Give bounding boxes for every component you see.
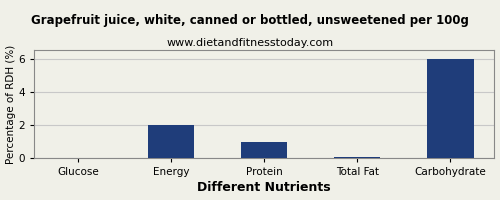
Bar [334, 157, 380, 158]
Text: Grapefruit juice, white, canned or bottled, unsweetened per 100g: Grapefruit juice, white, canned or bottl… [31, 14, 469, 27]
X-axis label: Different Nutrients: Different Nutrients [198, 181, 331, 194]
Bar [241, 142, 288, 158]
Text: www.dietandfitnesstoday.com: www.dietandfitnesstoday.com [166, 38, 334, 48]
Y-axis label: Percentage of RDH (%): Percentage of RDH (%) [6, 44, 16, 164]
Bar [148, 125, 194, 158]
Bar [427, 59, 474, 158]
Title: Grapefruit juice, white, canned or bottled, unsweetened per 100g
www.dietandfitn: Grapefruit juice, white, canned or bottl… [0, 199, 1, 200]
